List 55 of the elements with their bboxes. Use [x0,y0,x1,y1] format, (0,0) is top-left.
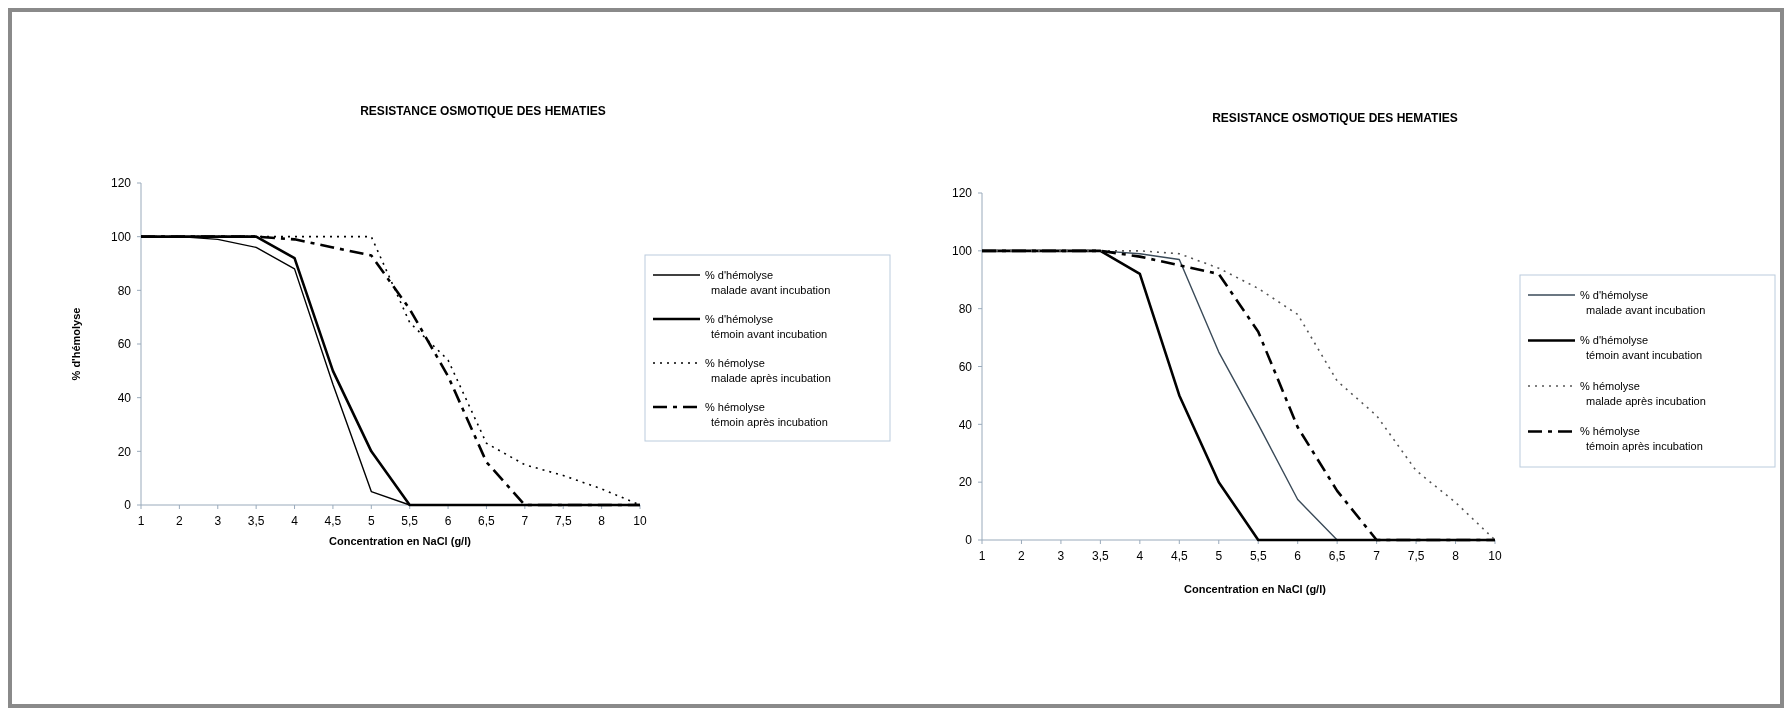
y-tick-label: 40 [958,417,973,432]
y-tick-label: 60 [958,359,973,374]
x-tick-label: 3 [1057,549,1065,563]
x-tick-label: 7,5 [554,514,572,528]
legend-label: % d'hémolyse témoin avant incubation [1580,334,1703,362]
legend-label: % hémolyse malade après incubation [705,356,831,384]
legend-label: % hémolyse témoin après incubation [705,400,828,428]
x-tick-label: 5,5 [401,514,419,528]
x-tick-label: 2 [176,514,184,528]
y-tick-label: 120 [951,186,973,201]
legend-label: % d'hémolyse malade avant incubation [1580,288,1706,316]
x-axis-title: Concentration en NaCl (g/l) [329,535,472,547]
x-tick-label: 8 [1452,549,1460,563]
x-tick-label: 6,5 [1328,549,1346,563]
x-tick-label: 5 [367,514,375,528]
x-tick-label: 4 [291,514,299,528]
y-tick-label: 80 [117,283,132,298]
y-tick-label: 0 [965,533,973,548]
x-tick-label: 3,5 [247,514,265,528]
y-tick-label: 100 [951,244,973,259]
legend-label: % hémolyse malade après incubation [1580,379,1706,407]
x-tick-label: 6 [444,514,452,528]
y-tick-label: 120 [110,176,132,191]
x-tick-label: 4,5 [1170,549,1188,563]
x-tick-label: 3 [214,514,222,528]
x-tick-label: 4,5 [324,514,342,528]
x-tick-label: 6,5 [478,514,496,528]
y-tick-label: 0 [124,498,132,513]
legend-label: % d'hémolyse témoin avant incubation [705,312,828,340]
x-tick-label: 5,5 [1249,549,1267,563]
legend-label: % d'hémolyse malade avant incubation [705,268,831,296]
y-axis-title: % d'hémolyse [70,307,82,381]
chart-title: RESISTANCE OSMOTIQUE DES HEMATIES [360,104,606,118]
x-tick-label: 5 [1215,549,1223,563]
x-axis-title: Concentration en NaCl (g/l) [1184,583,1327,595]
x-tick-label: 10 [1488,549,1502,563]
x-tick-label: 1 [978,549,986,563]
y-tick-label: 20 [117,444,132,459]
y-tick-label: 100 [110,229,132,244]
x-tick-label: 3,5 [1092,549,1110,563]
legend-label: % hémolyse témoin après incubation [1580,425,1703,453]
y-tick-label: 40 [117,390,132,405]
x-tick-label: 1 [137,514,145,528]
x-tick-label: 4 [1136,549,1144,563]
chart-title: RESISTANCE OSMOTIQUE DES HEMATIES [1212,111,1458,125]
x-tick-label: 10 [633,514,647,528]
x-tick-label: 7 [1373,549,1381,563]
y-tick-label: 60 [117,337,132,352]
x-tick-label: 7 [521,514,529,528]
x-tick-label: 2 [1018,549,1026,563]
x-tick-label: 7,5 [1407,549,1425,563]
x-tick-label: 8 [598,514,606,528]
x-tick-label: 6 [1294,549,1302,563]
y-tick-label: 20 [958,475,973,490]
y-tick-label: 80 [958,301,973,316]
